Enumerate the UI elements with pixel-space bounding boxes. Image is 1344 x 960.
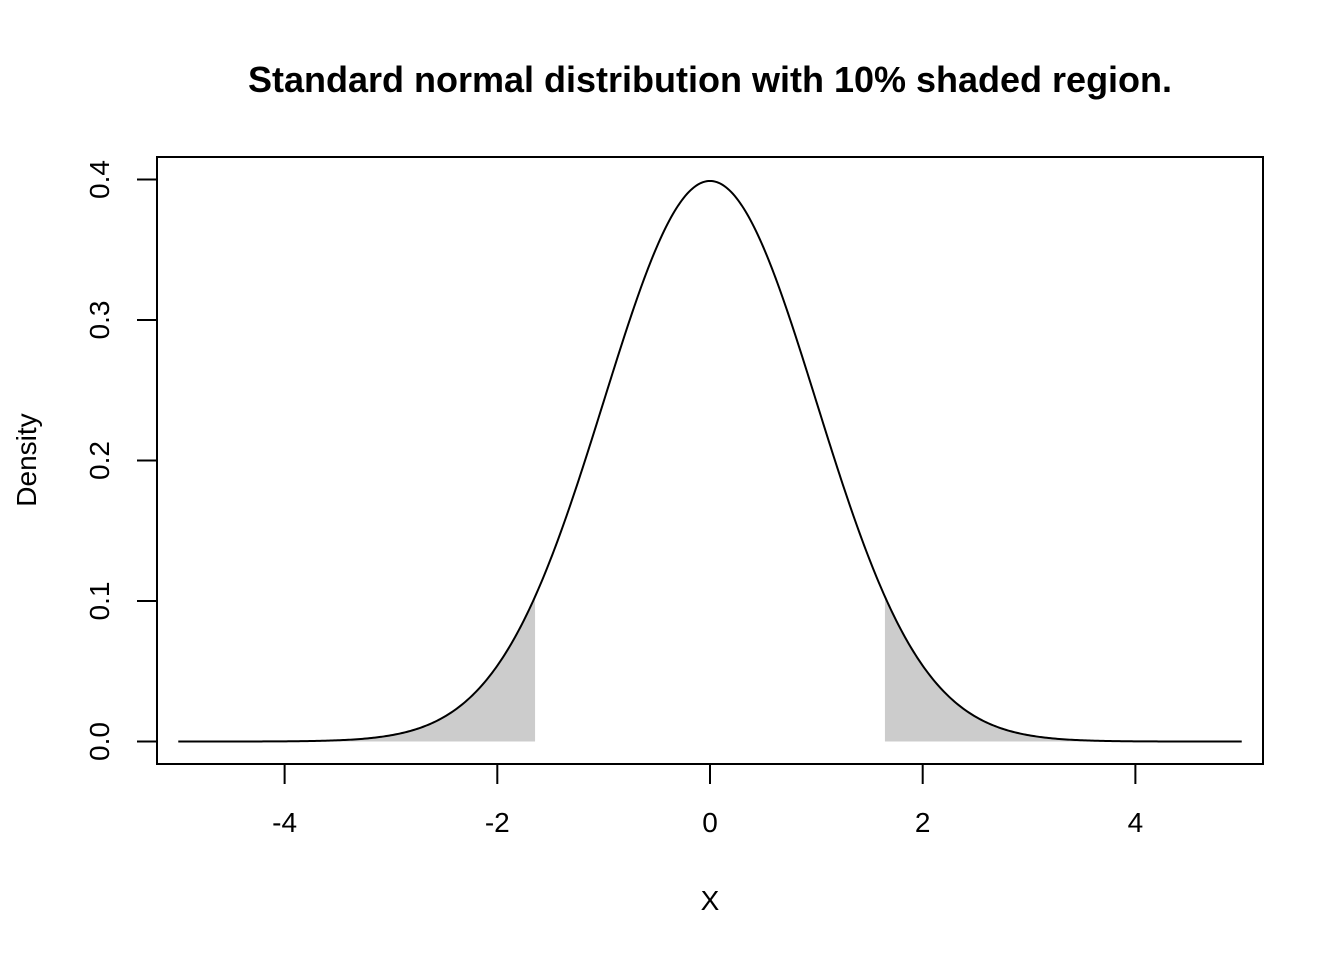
shaded-regions — [178, 596, 1242, 742]
y-tick-label: 0.2 — [84, 441, 115, 480]
y-axis-label: Density — [11, 413, 42, 506]
y-tick-label: 0.0 — [84, 722, 115, 761]
x-tick-label: -4 — [272, 807, 297, 838]
x-tick-label: 0 — [702, 807, 718, 838]
density-curve — [178, 179, 1242, 743]
x-tick-label: 2 — [915, 807, 931, 838]
y-tick-label: 0.1 — [84, 582, 115, 621]
x-tick-label: 4 — [1128, 807, 1144, 838]
x-tick-label: -2 — [485, 807, 510, 838]
y-tick-label: 0.4 — [84, 160, 115, 199]
y-axis: 0.0 0.1 0.2 0.3 0.4 — [84, 160, 158, 761]
y-tick-label: 0.3 — [84, 301, 115, 340]
x-axis: -4 -2 0 2 4 — [272, 763, 1144, 838]
chart-title: Standard normal distribution with 10% sh… — [248, 59, 1172, 100]
plot-frame — [156, 156, 1264, 765]
shaded-region-right — [884, 596, 1242, 742]
density-curve-layer — [178, 179, 1242, 743]
shaded-region-left — [178, 596, 536, 742]
x-axis-label: X — [701, 885, 720, 916]
